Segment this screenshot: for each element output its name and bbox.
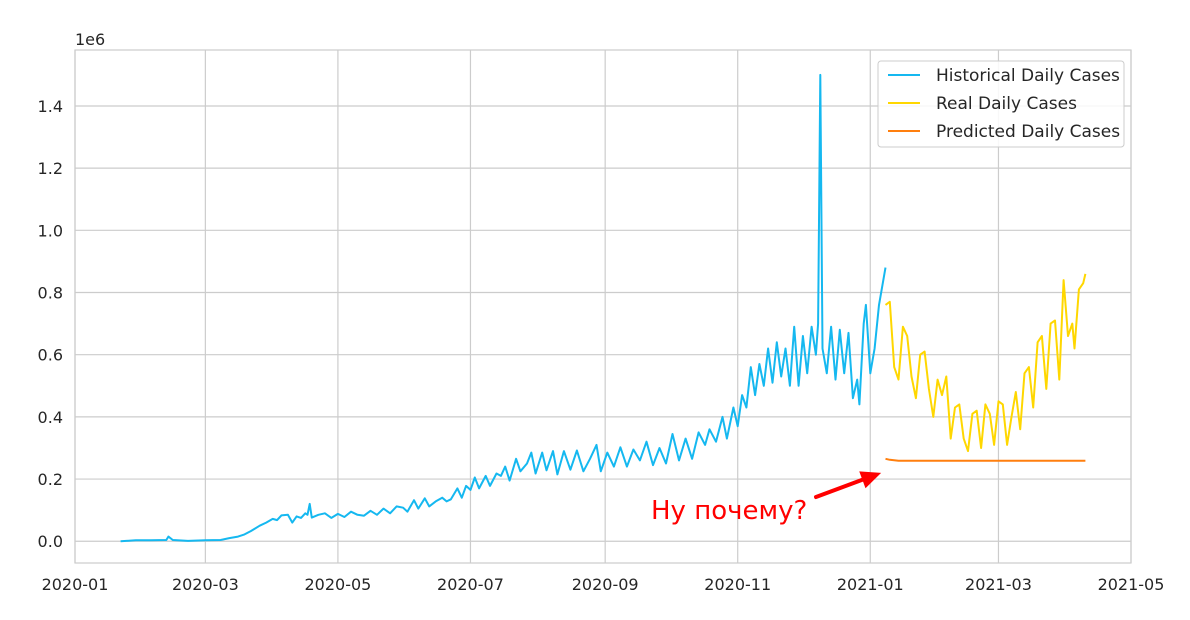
y-grid: [75, 105, 1131, 542]
y-tick-label: 0.8: [38, 284, 63, 303]
annotation-arrow-head: [859, 471, 882, 489]
x-tick-label: 2021-03: [965, 575, 1032, 594]
legend: Historical Daily Cases Real Daily Cases Pr…: [877, 60, 1125, 148]
y-tick-label: 1.4: [38, 97, 63, 116]
y-tick-label: 0.0: [38, 532, 63, 551]
x-tick-label: 2021-05: [1098, 575, 1165, 594]
legend-label: Real Daily Cases: [936, 94, 1077, 114]
series-lines: [120, 73, 1087, 543]
y-tick-label: 1.0: [38, 221, 63, 240]
y-tick-label: 0.6: [38, 346, 63, 365]
y-tick-labels: 0.0 0.2 0.4 0.6 0.8 1.0 1.2 1.4: [38, 97, 63, 551]
y-tick-label: 0.2: [38, 470, 63, 489]
x-tick-label: 2021-01: [837, 575, 904, 594]
x-tick-label: 2020-03: [172, 575, 239, 594]
x-tick-label: 2020-01: [42, 575, 109, 594]
series-line-1: [884, 273, 1087, 453]
legend-box: [877, 60, 1125, 148]
x-tick-label: 2020-05: [304, 575, 371, 594]
annotation: Ну почему?: [651, 471, 882, 526]
y-offset-label: 1e6: [75, 30, 105, 49]
series-line-0: [120, 73, 887, 543]
annotation-arrow-line: [814, 477, 865, 499]
series-line-2: [885, 457, 1086, 462]
x-tick-label: 2020-11: [704, 575, 771, 594]
legend-label: Historical Daily Cases: [936, 66, 1120, 86]
y-tick-label: 0.4: [38, 408, 63, 427]
y-tick-label: 1.2: [38, 159, 63, 178]
annotation-text: Ну почему?: [651, 496, 807, 526]
x-tick-label: 2020-09: [572, 575, 639, 594]
legend-label: Predicted Daily Cases: [936, 122, 1120, 142]
x-tick-labels: 2020-01 2020-03 2020-05 2020-07 2020-09 2020-…: [42, 575, 1165, 594]
plot-frame: [74, 49, 1132, 564]
x-tick-label: 2020-07: [437, 575, 504, 594]
